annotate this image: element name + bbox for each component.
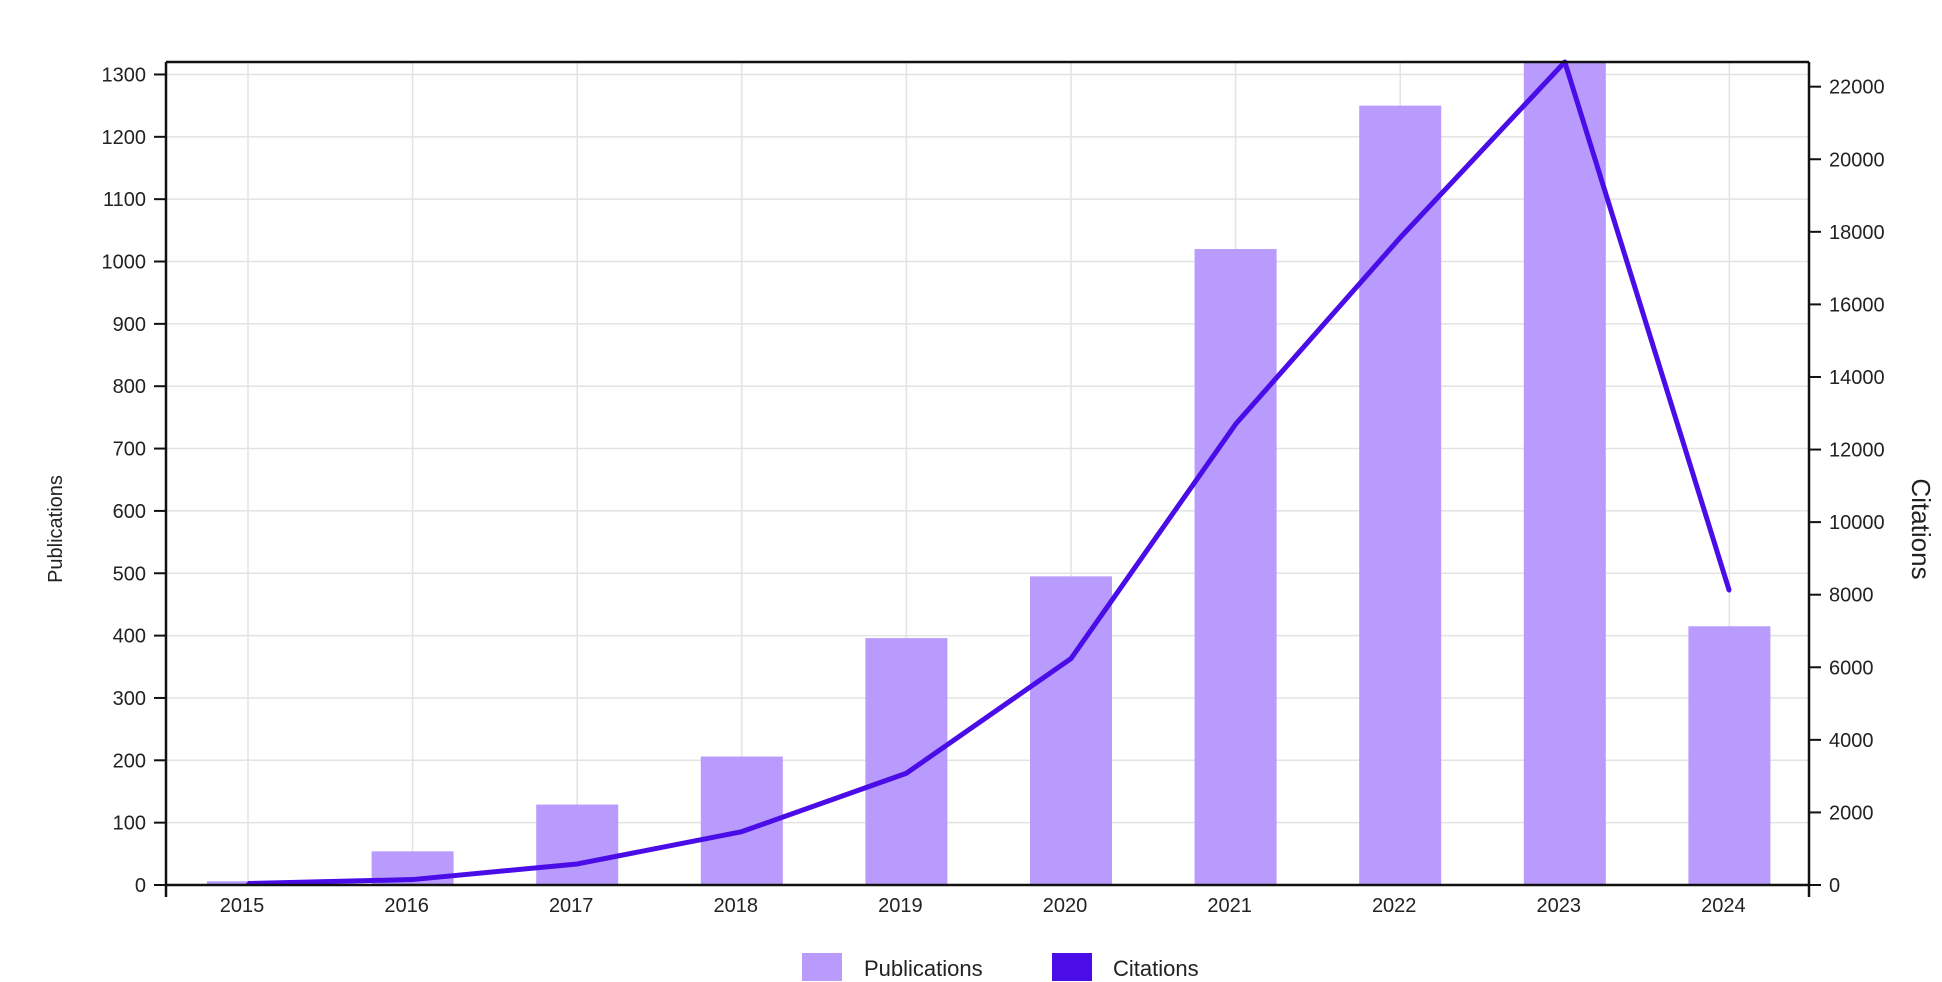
x-tick-label: 2018	[714, 895, 759, 917]
right-tick-label: 10000	[1829, 512, 1885, 534]
right-tick-label: 20000	[1829, 149, 1885, 171]
right-tick-label: 6000	[1829, 657, 1874, 679]
right-tick-label: 0	[1829, 875, 1840, 897]
bar-publications-2019[interactable]	[865, 638, 948, 885]
bar-publications-2021[interactable]	[1194, 249, 1277, 885]
x-tick-label: 2021	[1207, 895, 1252, 917]
point-citations-2021[interactable]	[1234, 422, 1238, 426]
x-axis-ticks: 2015 2016 2017 2018 2019 2020 2021 2022 2023 2024	[220, 895, 1746, 917]
point-citations-2017[interactable]	[575, 862, 579, 866]
right-tick-label: 12000	[1829, 440, 1885, 462]
legend: Publications Citations	[802, 953, 1199, 981]
legend-item-publications[interactable]: Publications	[802, 953, 983, 981]
legend-label-publications: Publications	[864, 956, 983, 981]
x-tick-label: 2017	[549, 895, 594, 917]
left-y-axis-ticks: 0 100 200 300 400 500 600 700 800 900 1000 1100 1200…	[102, 64, 166, 897]
citations-line-group	[246, 59, 1732, 887]
legend-item-citations[interactable]: Citations	[1052, 953, 1199, 981]
publications-bars	[207, 62, 1771, 886]
left-tick-label: 1100	[103, 189, 146, 211]
legend-swatch-citations	[1052, 953, 1092, 981]
left-tick-label: 1300	[102, 64, 147, 86]
axes	[164, 60, 1811, 897]
left-tick-label: 0	[135, 875, 146, 897]
x-tick-label: 2019	[878, 895, 923, 917]
point-citations-2020[interactable]	[1069, 657, 1073, 661]
right-tick-label: 8000	[1829, 585, 1874, 607]
left-tick-label: 300	[113, 688, 146, 710]
point-citations-2016[interactable]	[411, 878, 415, 882]
right-axis-title: Citations	[1906, 478, 1936, 579]
x-tick-label: 2015	[220, 895, 265, 917]
bar-publications-2023[interactable]	[1523, 62, 1606, 885]
right-tick-label: 4000	[1829, 730, 1874, 752]
left-tick-label: 500	[113, 563, 146, 585]
right-tick-label: 14000	[1829, 367, 1885, 389]
left-tick-label: 100	[113, 813, 146, 835]
left-tick-label: 1000	[102, 252, 147, 274]
left-tick-label: 200	[113, 750, 146, 772]
right-y-axis-ticks: 0 2000 4000 6000 8000 10000 12000 14000 16000 180…	[1809, 77, 1885, 897]
left-tick-label: 800	[113, 376, 146, 398]
point-citations-2018[interactable]	[740, 830, 744, 834]
point-citations-2024[interactable]	[1727, 589, 1731, 593]
x-tick-label: 2023	[1537, 895, 1582, 917]
right-tick-label: 2000	[1829, 802, 1874, 824]
left-tick-label: 600	[113, 501, 146, 523]
point-citations-2019[interactable]	[904, 771, 908, 775]
left-axis-title: Publications	[45, 475, 67, 583]
left-tick-label: 1200	[102, 127, 147, 149]
left-tick-label: 700	[113, 439, 146, 461]
x-tick-label: 2020	[1043, 895, 1088, 917]
left-tick-label: 900	[113, 314, 146, 336]
legend-label-citations: Citations	[1113, 956, 1199, 981]
bar-publications-2022[interactable]	[1359, 105, 1442, 886]
right-tick-label: 16000	[1829, 294, 1885, 316]
right-tick-label: 22000	[1829, 77, 1885, 99]
legend-swatch-publications	[802, 953, 842, 981]
bar-publications-2024[interactable]	[1688, 626, 1771, 885]
left-tick-label: 400	[113, 626, 146, 648]
bar-publications-2017[interactable]	[536, 804, 619, 885]
point-citations-2022[interactable]	[1398, 236, 1402, 240]
right-tick-label: 18000	[1829, 222, 1885, 244]
x-tick-label: 2024	[1701, 895, 1746, 917]
x-tick-label: 2016	[384, 895, 429, 917]
citations-line[interactable]	[247, 59, 1732, 887]
bar-publications-2020[interactable]	[1030, 576, 1112, 885]
x-tick-label: 2022	[1372, 895, 1417, 917]
